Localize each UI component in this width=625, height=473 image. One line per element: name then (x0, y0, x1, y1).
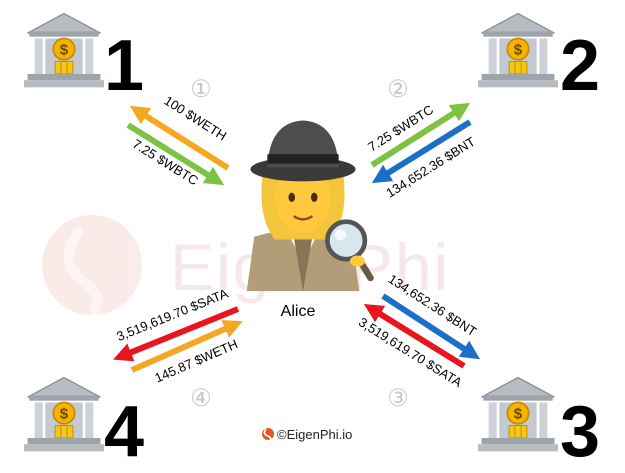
bank-icon (478, 12, 558, 89)
bank-number-4: 4 (104, 392, 144, 472)
bnt-arrow-to-alice (371, 119, 472, 184)
credit: ©EigenPhi.io (262, 427, 352, 442)
credit-text: ©EigenPhi.io (277, 427, 352, 442)
eigenphi-logo-watermark (42, 215, 142, 315)
weth-arrow-to-alice (130, 320, 243, 373)
wbtc-arrow-to-alice (126, 122, 225, 186)
detective-icon (247, 120, 371, 291)
step-number-1: ① (190, 76, 212, 103)
step-number-3: ③ (387, 385, 409, 412)
flow-label-step3-in: 3,519,619.70 $SATA (356, 314, 465, 390)
wbtc-arrow-to-bank-2 (370, 102, 471, 168)
bank-number-1: 1 (104, 26, 144, 106)
step-number-4: ④ (190, 385, 212, 412)
bank-number-2: 2 (560, 26, 600, 106)
step-number-2: ② (387, 76, 409, 103)
sata-arrow-to-bank-4 (113, 306, 240, 362)
bank-icon (24, 376, 104, 453)
bank-number-3: 3 (560, 392, 600, 472)
eigenphi-logo-icon (262, 428, 274, 440)
bank-icon (24, 12, 104, 89)
sata-arrow-to-alice (363, 303, 466, 369)
bnt-arrow-to-bank-3 (381, 293, 481, 360)
trader-name: Alice (281, 303, 316, 320)
weth-arrow-to-bank-1 (129, 105, 230, 171)
bank-icon (478, 376, 558, 453)
